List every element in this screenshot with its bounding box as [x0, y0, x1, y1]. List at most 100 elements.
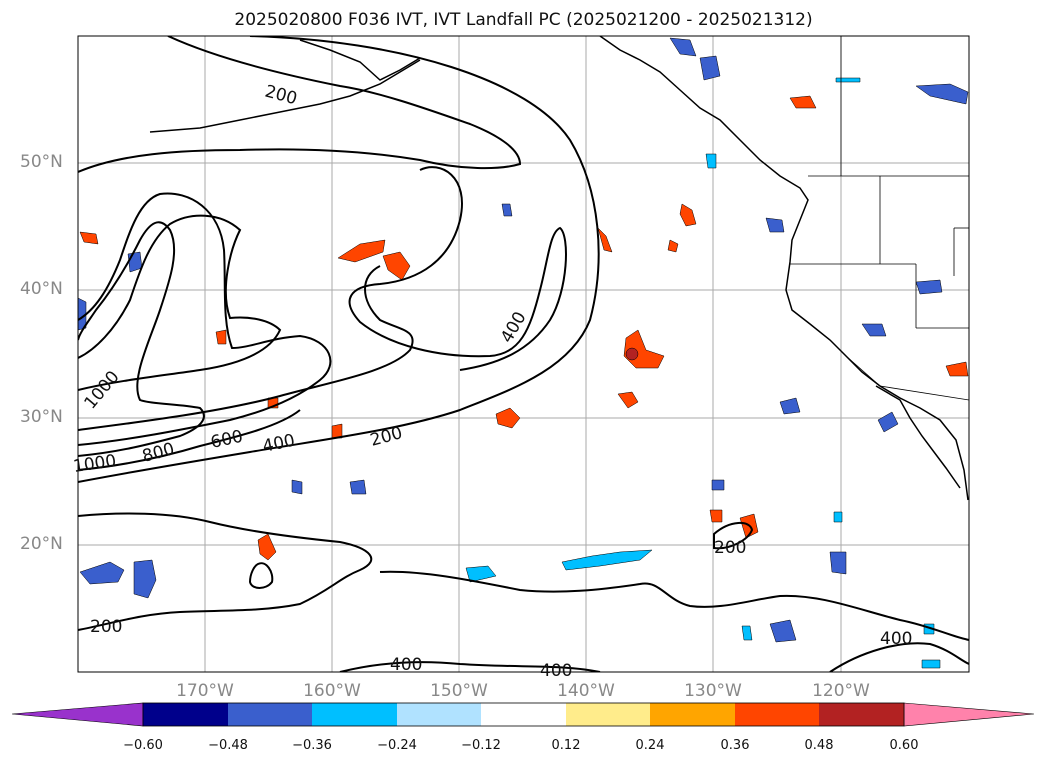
- colorbar-tick-label: −0.12: [461, 738, 501, 753]
- positive-anomaly-blob: [495, 407, 521, 429]
- colorbar-bin: [143, 703, 228, 726]
- negative-anomaly-blob: [835, 77, 861, 83]
- positive-anomaly-blob: [597, 227, 613, 253]
- negative-anomaly-blob: [561, 549, 653, 571]
- positive-anomaly-blob: [337, 239, 386, 263]
- contour-200-south: [78, 512, 373, 631]
- negative-anomaly-blob: [915, 279, 943, 295]
- lat-label: 20°N: [20, 534, 63, 554]
- map-area: [78, 36, 969, 672]
- colorbar-bin: [819, 703, 904, 726]
- contour-200-north: [78, 36, 522, 173]
- aleutian-islands: [149, 59, 421, 133]
- positive-anomaly-blob: [79, 231, 99, 245]
- negative-anomaly-blob: [877, 411, 899, 433]
- colorbar-bin: [566, 703, 650, 726]
- ivt-anomaly-shading: [78, 37, 969, 669]
- colorbar-bin: [228, 703, 312, 726]
- positive-anomaly-blob: [945, 361, 969, 377]
- negative-anomaly-blob: [921, 659, 941, 669]
- colorbar-bin: [481, 703, 566, 726]
- contour-200-main: [78, 36, 600, 483]
- political-boundaries: [790, 36, 969, 401]
- colorbar-tick-label: −0.60: [123, 738, 163, 753]
- colorbar-bin: [735, 703, 819, 726]
- negative-anomaly-blob: [741, 625, 753, 641]
- colorbar: [11, 702, 1035, 727]
- contour-200-loop: [248, 562, 274, 589]
- negative-anomaly-blob: [291, 479, 303, 495]
- negative-anomaly-blob: [765, 217, 785, 233]
- ivt-contours: [78, 36, 969, 672]
- positive-anomaly-blob: [382, 251, 411, 281]
- colorbar-tick-label: −0.36: [292, 738, 332, 753]
- contour-label: 200: [90, 617, 122, 637]
- lon-label: 130°W: [684, 681, 742, 701]
- colorbar-outline: [142, 702, 905, 727]
- lat-label: 30°N: [20, 407, 63, 427]
- positive-anomaly-blob: [709, 509, 723, 523]
- positive-anomaly-blob: [215, 329, 227, 345]
- colorbar-bin: [397, 703, 481, 726]
- north-america-coast: [599, 36, 969, 501]
- colorbar-tick-label: 0.36: [720, 738, 750, 753]
- positive-anomaly-blob: [679, 203, 697, 227]
- negative-anomaly-blob: [711, 479, 725, 491]
- contour-label: 200: [714, 538, 746, 558]
- negative-anomaly-blob: [79, 561, 125, 585]
- colorbar-tick-label: −0.48: [208, 738, 248, 753]
- lat-label: 40°N: [20, 279, 63, 299]
- alaska-coast: [299, 39, 421, 81]
- negative-anomaly-blob: [501, 203, 513, 217]
- map-frame: [77, 35, 970, 673]
- colorbar-bin: [312, 703, 397, 726]
- contour-200-east: [379, 570, 969, 641]
- positive-anomaly-blob: [789, 95, 817, 109]
- positive-anomaly-blob: [617, 391, 639, 409]
- contour-800: [78, 192, 332, 446]
- negative-anomaly-blob: [829, 551, 847, 575]
- contour-400-southeast: [829, 642, 969, 672]
- negative-anomaly-blob: [133, 559, 157, 599]
- colorbar-max-arrow: [903, 702, 1035, 727]
- negative-anomaly-blob: [465, 565, 497, 583]
- colorbar-min-arrow: [11, 702, 144, 727]
- colorbar-bin: [650, 703, 735, 726]
- lon-label: 170°W: [176, 681, 234, 701]
- colorbar-tick-label: 0.60: [889, 738, 919, 753]
- lon-label: 120°W: [812, 681, 870, 701]
- contour-label: 400: [880, 629, 912, 649]
- lon-label: 160°W: [303, 681, 361, 701]
- negative-anomaly-blob: [705, 153, 717, 169]
- lon-label: 150°W: [430, 681, 488, 701]
- contour-label: 400: [390, 655, 422, 675]
- colorbar-tick-label: −0.24: [377, 738, 417, 753]
- negative-anomaly-blob: [78, 297, 87, 331]
- contour-label: 400: [540, 661, 572, 681]
- contour-400-closed: [348, 166, 567, 371]
- colorbar-tick-label: 0.12: [551, 738, 581, 753]
- negative-anomaly-blob: [769, 619, 797, 643]
- positive-anomaly-blob: [331, 423, 343, 439]
- negative-anomaly-blob: [779, 397, 801, 415]
- anomaly-core: [625, 347, 639, 361]
- contour-1000: [78, 221, 205, 457]
- coastlines: [149, 36, 969, 501]
- contour-1000-inner: [78, 409, 301, 471]
- colorbar-tick-label: 0.48: [804, 738, 834, 753]
- positive-anomaly-blob: [667, 239, 679, 253]
- negative-anomaly-blob: [915, 83, 969, 105]
- lon-label: 140°W: [557, 681, 615, 701]
- contour-400-bottom: [339, 661, 601, 672]
- negative-anomaly-blob: [699, 55, 721, 81]
- lat-label: 50°N: [20, 152, 63, 172]
- figure-title: 2025020800 F036 IVT, IVT Landfall PC (20…: [234, 10, 813, 30]
- colorbar-tick-label: 0.24: [635, 738, 665, 753]
- negative-anomaly-blob: [669, 37, 697, 57]
- negative-anomaly-blob: [833, 511, 843, 523]
- negative-anomaly-blob: [349, 479, 367, 495]
- positive-anomaly-blob: [257, 533, 277, 561]
- contour-600: [78, 214, 282, 391]
- negative-anomaly-blob: [861, 323, 887, 337]
